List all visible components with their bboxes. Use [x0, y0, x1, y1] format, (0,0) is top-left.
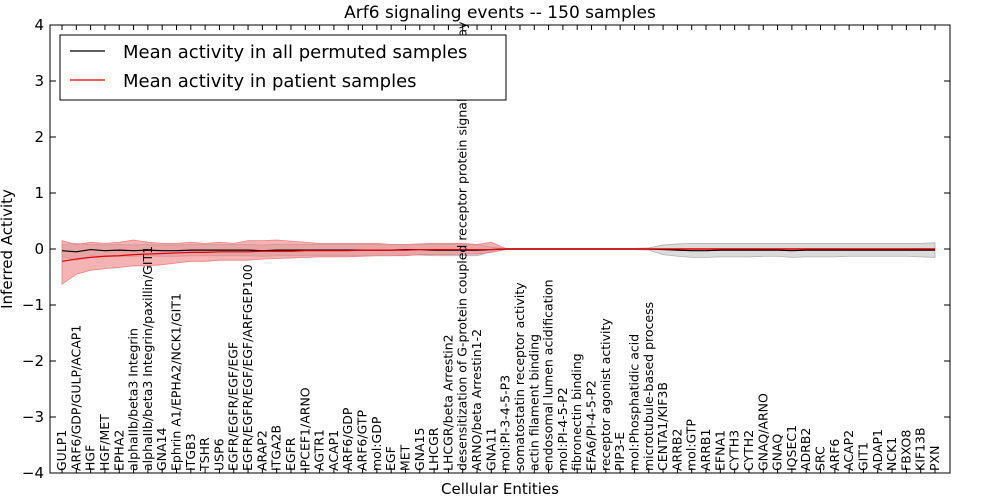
x-tick-label: ARRB2 — [669, 429, 684, 471]
x-tick-label: ARF6/GTP — [355, 410, 370, 471]
x-tick-label: ACAP2 — [841, 430, 856, 471]
x-tick-label: EGFR — [283, 437, 298, 471]
x-tick-label: MET — [397, 444, 412, 471]
x-tick-label: SRC — [813, 446, 828, 471]
x-tick-label: HGF/MET — [97, 414, 112, 471]
x-tick-label: ACAP1 — [326, 430, 341, 471]
x-tick-label: USP6 — [211, 438, 226, 471]
x-tick-label: somatostatin receptor activity — [512, 282, 527, 471]
x-tick-label: CYTH2 — [741, 430, 756, 471]
x-tick-label: GNAQ/ARNO — [755, 393, 770, 471]
chart-title: Arf6 signaling events -- 150 samples — [344, 3, 656, 23]
x-tick-label: desensitization of G-protein coupled rec… — [455, 21, 470, 471]
x-tick-label: ARRB1 — [698, 429, 713, 471]
y-tick-label: −4 — [22, 464, 44, 482]
x-tick-label: fibronectin binding — [569, 353, 584, 471]
x-tick-label: ARAP2 — [254, 430, 269, 471]
x-tick-label: CYTH3 — [727, 430, 742, 471]
x-tick-label: PIP3-E — [612, 432, 627, 471]
legend: Mean activity in all permuted samples Me… — [59, 34, 507, 101]
x-tick-label: CENTA1/KIF3B — [655, 382, 670, 471]
legend-box — [59, 34, 507, 101]
x-tick-label: GNA14 — [154, 427, 169, 471]
x-tick-label: ARNO/beta Arrestin1-2 — [469, 329, 484, 471]
y-tick-label: −1 — [22, 296, 44, 314]
x-tick-label: Ephrin A1/EPHA2/NCK1/GIT1 — [168, 293, 183, 471]
x-tick-label: HGF — [83, 445, 98, 471]
x-tick-label: mol:GTP — [684, 419, 699, 471]
lines-layer — [61, 248, 935, 262]
x-tick-label: GULP1 — [54, 430, 69, 471]
x-tick-label: ITGB3 — [183, 433, 198, 471]
x-tick-label: KIF13B — [913, 427, 928, 471]
x-tick-label: receptor agonist activity — [598, 318, 613, 471]
x-tick-label: EGFR/EGFR/EGF/EGF/ARFGEP100 — [240, 264, 255, 471]
y-tick-label: 4 — [34, 16, 44, 34]
x-tick-label: EPHA2 — [111, 430, 126, 471]
x-tick-label: PXN — [927, 446, 942, 471]
x-tick-label: actin filament binding — [526, 334, 541, 471]
x-tick-label: FBXO8 — [898, 430, 913, 471]
x-tick-label: EFNA1 — [712, 430, 727, 471]
x-tick-label: EGF — [383, 446, 398, 471]
x-tick-label: mol:PI-3-4-5-P3 — [498, 375, 513, 471]
y-tick-label: −3 — [22, 408, 44, 426]
legend-label-permuted: Mean activity in all permuted samples — [123, 42, 467, 63]
x-tick-label: GNA15 — [412, 428, 427, 472]
y-tick-label: 1 — [34, 184, 44, 202]
x-tick-label: alphaIIb/beta3 Integrin — [126, 328, 141, 471]
x-tick-label: LHCGR — [426, 427, 441, 471]
y-tick-label: 3 — [34, 72, 44, 90]
x-tick-label: ARF6 — [827, 439, 842, 471]
y-tick-label: 0 — [34, 240, 44, 258]
x-tick-label: microtubule-based process — [641, 302, 656, 471]
x-tick-label: LHCGR/beta Arrestin2 — [440, 334, 455, 471]
x-tick-label: mol:Phosphatidic acid — [626, 334, 641, 471]
x-tick-label: EFA6/PI-4-5-P2 — [584, 380, 599, 471]
x-tick-label: NCK1 — [884, 437, 899, 471]
series-line-1 — [61, 248, 935, 262]
x-tick-label: IPCEF1/ARNO — [297, 387, 312, 471]
x-tick-label: endosomal lumen acidification — [541, 279, 556, 471]
x-tick-label: AGTR1 — [312, 429, 327, 471]
x-axis-label: Cellular Entities — [441, 480, 559, 498]
x-tick-label: GNAQ — [770, 434, 785, 471]
x-tick-label: IQSEC1 — [784, 425, 799, 471]
legend-label-patient: Mean activity in patient samples — [123, 71, 417, 92]
x-tick-label: ARF6/GDP/GULP/ACAP1 — [68, 325, 83, 471]
x-tick-label: mol:GDP — [369, 416, 384, 471]
x-tick-label: TSHR — [197, 437, 212, 472]
bands-layer — [61, 239, 936, 286]
x-tick-label: ITGA2B — [269, 425, 284, 471]
x-tick-label: ADRB2 — [798, 428, 813, 471]
x-tick-label: GNA11 — [483, 428, 498, 472]
x-tick-label: alphaIIb/beta3 Integrin/paxillin/GIT1 — [140, 246, 155, 471]
y-axis-label: Inferred Activity — [0, 189, 16, 309]
x-tick-label: GIT1 — [855, 442, 870, 471]
x-tick-label: ADAP1 — [870, 429, 885, 471]
x-tick-label: ARF6/GDP — [340, 407, 355, 471]
x-tick-label: EGFR/EGFR/EGF/EGF — [226, 342, 241, 471]
y-tick-label: 2 — [34, 128, 44, 146]
x-tick-label: mol:PI-4-5-P2 — [555, 387, 570, 471]
y-tick-label: −2 — [22, 352, 44, 370]
